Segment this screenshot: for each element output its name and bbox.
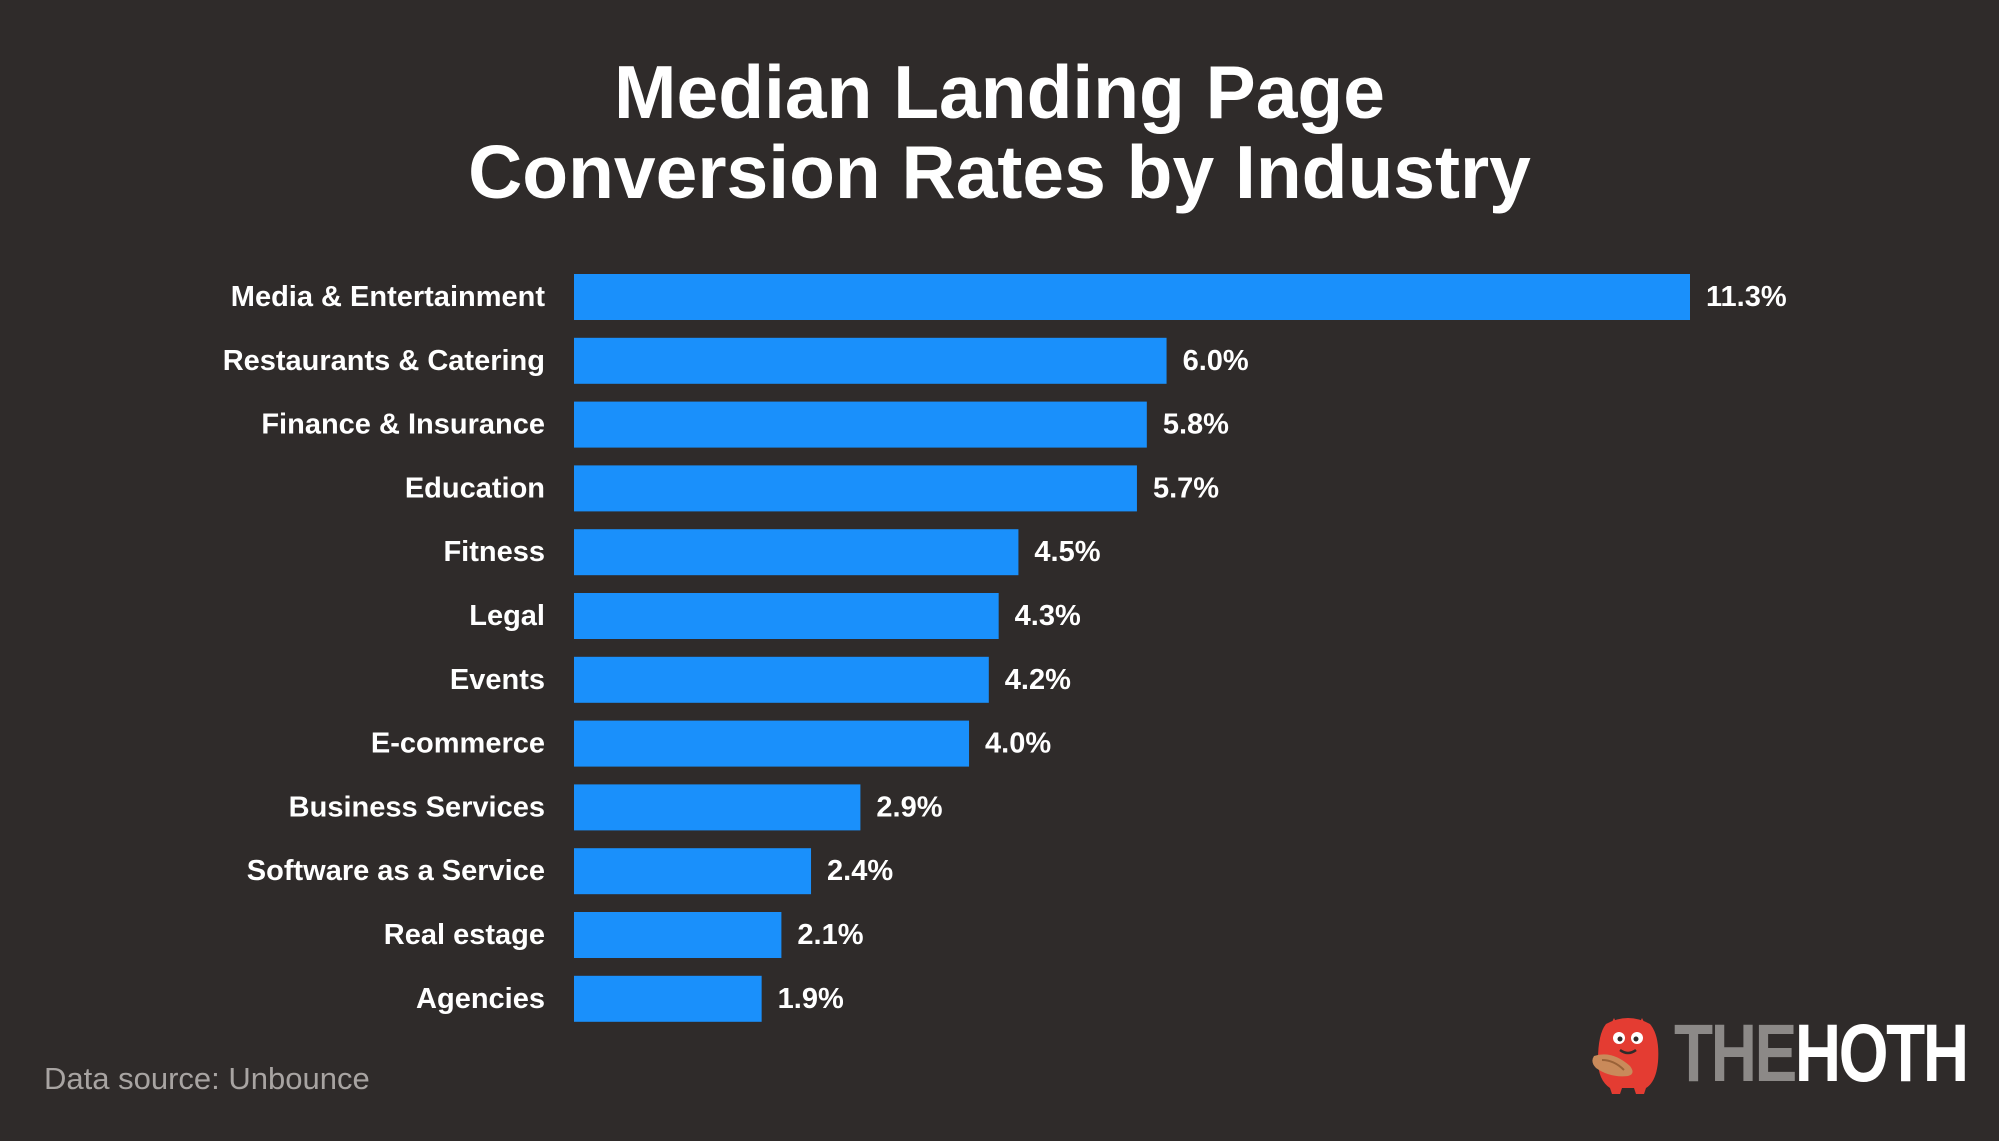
value-label: 2.4% bbox=[827, 855, 893, 887]
data-source-note: Data source: Unbounce bbox=[44, 1061, 370, 1096]
bar bbox=[574, 656, 989, 703]
value-label: 11.3% bbox=[1706, 281, 1787, 313]
value-label: 5.7% bbox=[1153, 472, 1219, 504]
bar bbox=[574, 720, 970, 767]
value-label: 4.2% bbox=[1005, 664, 1071, 696]
thehoth-logo: THEHOTH bbox=[1592, 1010, 1969, 1095]
chart-title-line-2: Conversion Rates by Industry bbox=[468, 130, 1531, 214]
bar bbox=[574, 975, 762, 1022]
category-label: Restaurants & Catering bbox=[223, 345, 545, 377]
category-label: Software as a Service bbox=[247, 855, 545, 887]
chart-title: Median Landing Page Conversion Rates by … bbox=[0, 52, 1999, 212]
value-label: 5.8% bbox=[1163, 409, 1229, 441]
bar bbox=[574, 401, 1147, 448]
category-label: Agencies bbox=[416, 983, 545, 1015]
chart-title-line-1: Median Landing Page bbox=[614, 50, 1385, 134]
bar bbox=[574, 593, 999, 639]
value-label: 6.0% bbox=[1183, 345, 1249, 377]
category-label: Media & Entertainment bbox=[231, 281, 546, 313]
category-label: Legal bbox=[469, 600, 545, 632]
bar bbox=[574, 848, 812, 895]
value-label: 1.9% bbox=[778, 983, 844, 1015]
value-label: 2.9% bbox=[876, 791, 942, 823]
bar bbox=[574, 465, 1137, 512]
value-label: 4.3% bbox=[1015, 600, 1081, 632]
category-label: Finance & Insurance bbox=[261, 409, 545, 441]
category-label: Real estage bbox=[384, 919, 545, 951]
bar bbox=[574, 529, 1019, 576]
category-label: E-commerce bbox=[371, 728, 545, 760]
logo-text-the: THE bbox=[1674, 1008, 1797, 1099]
bar bbox=[574, 912, 782, 958]
category-label: Fitness bbox=[443, 536, 545, 568]
category-label: Events bbox=[450, 664, 545, 696]
bar bbox=[574, 337, 1167, 384]
value-label: 4.0% bbox=[985, 728, 1051, 760]
logo-wordmark: THEHOTH bbox=[1674, 1013, 1969, 1095]
bar bbox=[574, 784, 861, 831]
value-label: 4.5% bbox=[1034, 536, 1100, 568]
hoth-mascot-icon bbox=[1592, 1018, 1659, 1094]
category-label: Education bbox=[405, 472, 545, 504]
category-label: Business Services bbox=[289, 791, 545, 823]
bar bbox=[574, 274, 1690, 320]
value-label: 2.1% bbox=[797, 919, 863, 951]
logo-text-hoth: HOTH bbox=[1794, 1008, 1969, 1099]
